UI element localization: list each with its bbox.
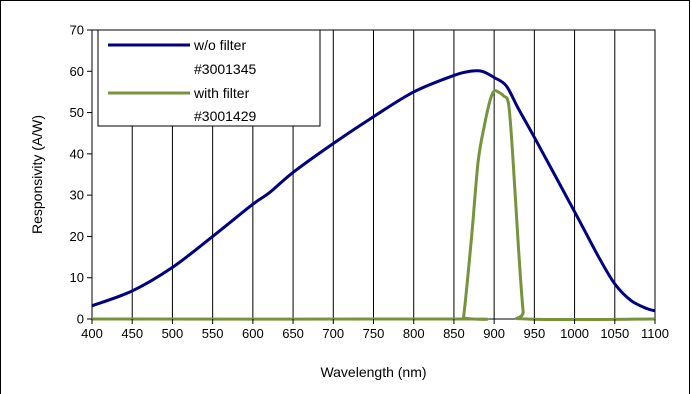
x-tick-label-500: 500 xyxy=(162,326,184,341)
series-line-wo-filter xyxy=(91,69,656,313)
y-tick-label-0: 0 xyxy=(77,312,84,327)
x-tick-label-1050: 1050 xyxy=(600,326,629,341)
x-tick-label-600: 600 xyxy=(242,326,264,341)
x-tick-label-450: 450 xyxy=(121,326,143,341)
x-tick-label-850: 850 xyxy=(443,326,465,341)
legend-label-wo-filter-part: #3001345 xyxy=(194,61,257,77)
legend-label-wo-filter: w/o filter xyxy=(193,37,246,53)
x-tick-label-400: 400 xyxy=(81,326,103,341)
y-axis-title: Responsivity (A/W) xyxy=(29,115,45,234)
x-tick-label-1000: 1000 xyxy=(560,326,589,341)
y-tick-label-20: 20 xyxy=(70,229,84,244)
y-tick-label-70: 70 xyxy=(70,23,84,38)
series-layer xyxy=(91,69,656,322)
x-tick-label-650: 650 xyxy=(282,326,304,341)
x-tick-label-750: 750 xyxy=(363,326,385,341)
legend-box xyxy=(97,29,321,127)
legend-label-with-filter-part: #3001429 xyxy=(194,108,257,124)
x-tick-label-1100: 1100 xyxy=(641,326,669,341)
tick-labels: 400 450 500 550 600 650 700 750 800 850 900 950 1000… xyxy=(70,23,669,342)
y-tick-label-60: 60 xyxy=(70,64,84,79)
y-tick-label-40: 40 xyxy=(70,146,84,161)
y-tick-label-50: 50 xyxy=(70,105,84,120)
y-tick-label-10: 10 xyxy=(70,270,84,285)
legend-label-with-filter: with filter xyxy=(193,85,250,101)
x-tick-label-800: 800 xyxy=(403,326,425,341)
x-tick-label-950: 950 xyxy=(524,326,546,341)
x-tick-label-700: 700 xyxy=(322,326,344,341)
y-tick-label-30: 30 xyxy=(70,188,84,203)
x-tick-label-900: 900 xyxy=(483,326,505,341)
x-axis-title: Wavelength (nm) xyxy=(320,364,426,380)
series-line-with-filter xyxy=(91,89,656,322)
x-tick-label-550: 550 xyxy=(202,326,224,341)
legend: w/o filter #3001345 with filter #3001429 xyxy=(97,29,321,127)
